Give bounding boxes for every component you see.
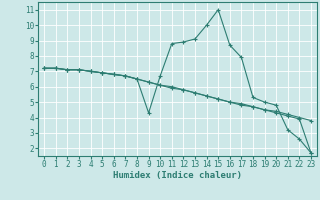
X-axis label: Humidex (Indice chaleur): Humidex (Indice chaleur) bbox=[113, 171, 242, 180]
